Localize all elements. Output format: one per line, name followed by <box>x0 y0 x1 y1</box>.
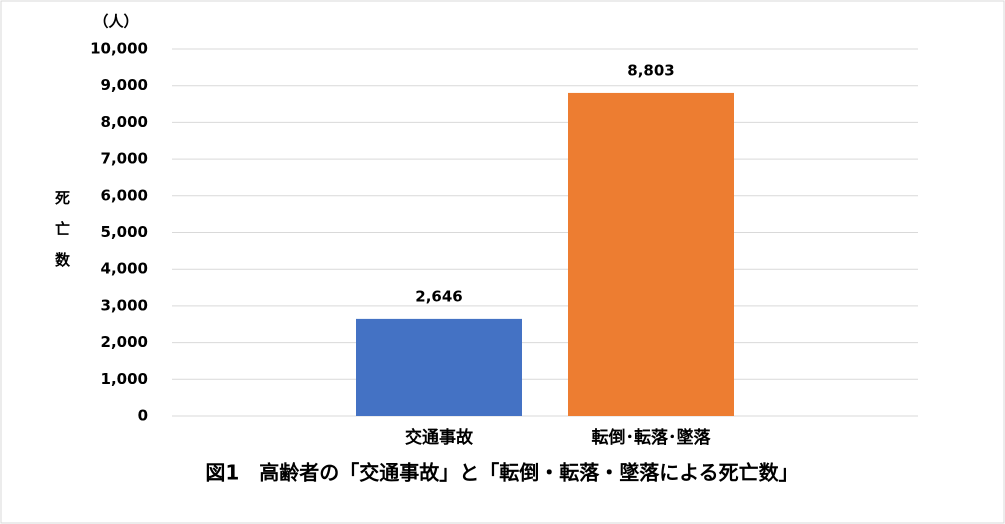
y-tick-label: 10,000 <box>90 40 148 58</box>
chart-title: 図1 高齢者の「交通事故」と「転倒・転落・墜落による死亡数」 <box>205 461 798 485</box>
x-tick-label: 転倒･転落･墜落 <box>592 427 712 448</box>
bar <box>568 92 734 416</box>
y-tick-label: 3,000 <box>101 296 148 314</box>
x-tick-label: 交通事故 <box>405 427 474 448</box>
y-tick-label: 1,000 <box>101 370 148 388</box>
y-tick-label: 6,000 <box>101 186 148 204</box>
bar <box>356 318 522 416</box>
y-tick-label: 4,000 <box>101 260 148 278</box>
data-label: 8,803 <box>627 61 674 79</box>
y-tick-label: 2,000 <box>101 333 148 351</box>
y-tick-label: 0 <box>138 407 148 425</box>
data-label: 2,646 <box>415 287 462 305</box>
y-tick-label: 7,000 <box>101 150 148 168</box>
y-tick-label: 5,000 <box>101 223 148 241</box>
y-tick-label: 9,000 <box>101 76 148 94</box>
y-unit: （人） <box>93 13 138 31</box>
y-tick-label: 8,000 <box>101 113 148 131</box>
y-axis-label: 死亡数 <box>53 190 71 283</box>
